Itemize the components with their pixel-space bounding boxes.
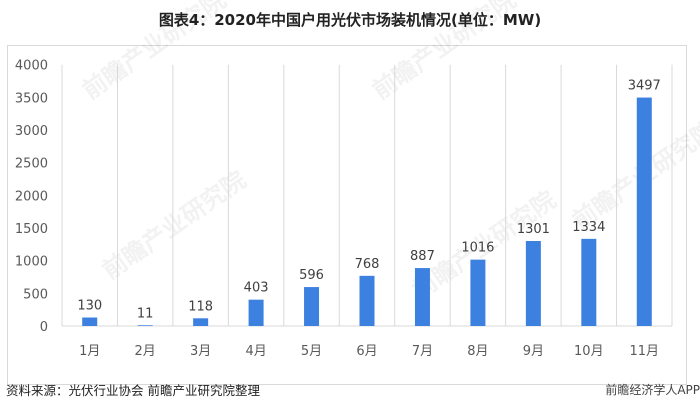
y-tick-label: 3000 [15, 124, 48, 139]
y-tick-label: 4000 [15, 59, 48, 74]
y-tick-label: 0 [40, 320, 48, 335]
y-tick-label: 3500 [15, 91, 48, 106]
y-tick-label: 500 [23, 287, 48, 302]
bar [414, 268, 430, 326]
y-tick-label: 2500 [15, 157, 48, 172]
x-tick-label: 5月 [301, 344, 322, 359]
y-tick-label: 1500 [15, 222, 48, 237]
chart-frame [7, 45, 687, 385]
watermark-text: 前瞻产业研究院 [77, 0, 231, 105]
y-tick-label: 2000 [15, 189, 48, 204]
x-tick-label: 7月 [412, 344, 433, 359]
data-label: 1334 [572, 220, 605, 235]
bar [304, 287, 320, 326]
x-tick-label: 9月 [523, 344, 544, 359]
data-label: 118 [188, 299, 213, 314]
data-label: 1301 [517, 222, 550, 237]
bar [137, 325, 153, 326]
watermark-text: 前瞻产业研究院 [367, 0, 521, 105]
x-tick-label: 11月 [629, 344, 659, 359]
data-label: 1016 [461, 241, 494, 256]
chart-title: 图表4：2020年中国户用光伏市场装机情况(单位：MW) [158, 11, 542, 29]
x-tick-label: 6月 [356, 344, 377, 359]
x-tick-label: 2月 [135, 344, 156, 359]
bar [193, 318, 209, 326]
bar [248, 299, 264, 326]
data-label: 3497 [628, 79, 661, 94]
bar [470, 259, 486, 326]
x-tick-label: 1月 [79, 344, 100, 359]
data-label: 768 [355, 257, 380, 272]
bar [581, 238, 597, 326]
data-label: 130 [77, 299, 102, 314]
data-label: 403 [244, 281, 269, 296]
x-tick-label: 8月 [467, 344, 488, 359]
x-tick-label: 10月 [574, 344, 604, 359]
x-tick-label: 3月 [190, 344, 211, 359]
data-label: 11 [137, 306, 154, 321]
watermark-text: 前瞻产业研究院 [567, 116, 700, 235]
x-tick-label: 4月 [245, 344, 266, 359]
bar [636, 97, 652, 326]
y-tick-label: 1000 [15, 255, 48, 270]
bar [525, 241, 541, 326]
data-label: 596 [299, 268, 324, 283]
bar [82, 317, 98, 326]
brand-label: 前瞻经济学人APP [605, 383, 700, 397]
bar [359, 275, 375, 326]
data-label: 887 [410, 249, 435, 264]
source-note: 资料来源：光伏行业协会 前瞻产业研究院整理 [6, 383, 260, 398]
